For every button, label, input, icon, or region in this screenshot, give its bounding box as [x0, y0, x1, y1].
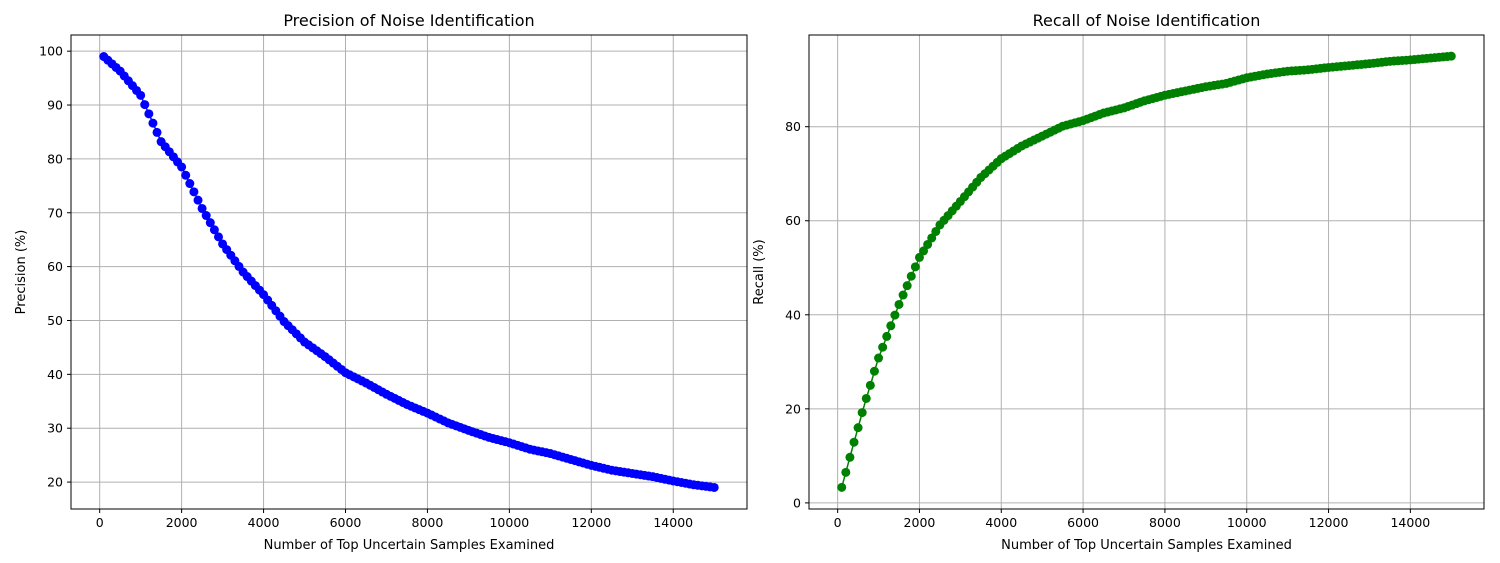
recall-chart: 0 2000 4000 6000 8000 10000 12000 14000 0 20 40 60 8…: [752, 11, 1485, 553]
precision-data-point: [152, 127, 162, 137]
recall-data-point: [882, 331, 892, 341]
precision-data-point: [144, 109, 154, 119]
precision-data-point: [185, 179, 195, 189]
precision-data-point: [709, 482, 719, 492]
recall-data-point: [837, 482, 847, 492]
recall-x-tick-label: 12000: [1309, 515, 1349, 530]
recall-x-tick-label: 14000: [1390, 515, 1430, 530]
recall-data-point: [898, 290, 908, 300]
precision-x-tick-label: 10000: [489, 515, 529, 530]
recall-y-tick-label: 20: [785, 401, 801, 416]
precision-data-point: [205, 218, 215, 228]
precision-data-point: [181, 170, 191, 180]
precision-y-tick-label: 70: [47, 205, 63, 220]
precision-ticks: 0 2000 4000 6000 8000 10000 12000 14000 20 30 40 50…: [39, 44, 693, 530]
precision-x-tick-label: 12000: [571, 515, 611, 530]
precision-data-point: [140, 100, 150, 110]
recall-x-tick-label: 10000: [1227, 515, 1267, 530]
recall-data-point: [890, 310, 900, 320]
recall-data-point: [869, 366, 879, 376]
recall-x-tick-label: 8000: [1149, 515, 1181, 530]
precision-y-tick-label: 60: [47, 259, 63, 274]
recall-series: [837, 51, 1456, 492]
precision-y-tick-label: 20: [47, 475, 63, 490]
recall-data-point: [857, 408, 867, 418]
precision-plot-frame: [70, 34, 748, 510]
precision-data-point: [201, 211, 211, 221]
recall-plot-frame: [808, 34, 1485, 510]
recall-data-point: [931, 226, 941, 236]
recall-y-tick-label: 0: [793, 495, 801, 510]
precision-data-point: [189, 187, 199, 197]
recall-data-point: [878, 342, 888, 352]
recall-data-point: [919, 246, 929, 256]
recall-data-point: [849, 437, 859, 447]
recall-data-point: [902, 281, 912, 291]
recall-data-point: [910, 262, 920, 272]
recall-y-tick-label: 60: [785, 213, 801, 228]
recall-data-point: [914, 252, 924, 262]
precision-data-point: [193, 195, 203, 205]
precision-x-axis-label: Number of Top Uncertain Samples Examined: [264, 538, 555, 553]
recall-y-tick-label: 80: [785, 119, 801, 134]
precision-y-tick-label: 100: [39, 44, 63, 59]
recall-data-point: [853, 423, 863, 433]
recall-y-tick-label: 40: [785, 307, 801, 322]
recall-grid: [809, 35, 1484, 509]
recall-data-point: [923, 239, 933, 249]
recall-x-axis-label: Number of Top Uncertain Samples Examined: [1001, 538, 1292, 553]
precision-data-point: [148, 118, 158, 128]
recall-data-point: [845, 452, 855, 462]
recall-data-point: [927, 233, 937, 243]
recall-chart-title: Recall of Noise Identification: [1033, 11, 1261, 30]
recall-data-point: [906, 271, 916, 281]
recall-x-tick-label: 4000: [985, 515, 1017, 530]
precision-x-tick-label: 2000: [166, 515, 198, 530]
precision-data-point: [197, 203, 207, 213]
recall-series-line: [841, 55, 1452, 488]
precision-data-point: [213, 232, 223, 242]
precision-data-point: [209, 225, 219, 235]
precision-y-tick-label: 90: [47, 98, 63, 113]
precision-x-tick-label: 8000: [412, 515, 444, 530]
precision-data-point: [177, 162, 187, 172]
recall-x-tick-label: 0: [834, 515, 842, 530]
recall-data-point: [894, 299, 904, 309]
precision-grid: [71, 35, 747, 509]
precision-y-axis-label: Precision (%): [14, 230, 29, 315]
recall-y-axis-label: Recall (%): [752, 239, 767, 304]
precision-x-tick-label: 4000: [248, 515, 280, 530]
recall-x-tick-label: 6000: [1067, 515, 1099, 530]
recall-data-point: [861, 393, 871, 403]
recall-x-tick-label: 2000: [904, 515, 936, 530]
precision-y-tick-label: 30: [47, 421, 63, 436]
recall-data-point: [886, 321, 896, 331]
recall-data-point: [841, 467, 851, 477]
precision-chart: 0 2000 4000 6000 8000 10000 12000 14000 20 30 40 50…: [14, 11, 748, 553]
precision-data-point: [136, 90, 146, 100]
precision-series-line: [103, 55, 715, 489]
precision-y-tick-label: 50: [47, 313, 63, 328]
precision-x-tick-label: 14000: [653, 515, 693, 530]
precision-y-tick-label: 40: [47, 367, 63, 382]
precision-x-tick-label: 6000: [330, 515, 362, 530]
recall-ticks: 0 2000 4000 6000 8000 10000 12000 14000 0 20 40 60 8…: [785, 119, 1430, 530]
recall-data-point: [874, 353, 884, 363]
precision-series: [99, 52, 719, 492]
precision-y-tick-label: 80: [47, 151, 63, 166]
precision-chart-title: Precision of Noise Identification: [283, 11, 534, 30]
recall-data-point: [1446, 51, 1456, 61]
precision-x-tick-label: 0: [96, 515, 104, 530]
recall-data-point: [865, 380, 875, 390]
